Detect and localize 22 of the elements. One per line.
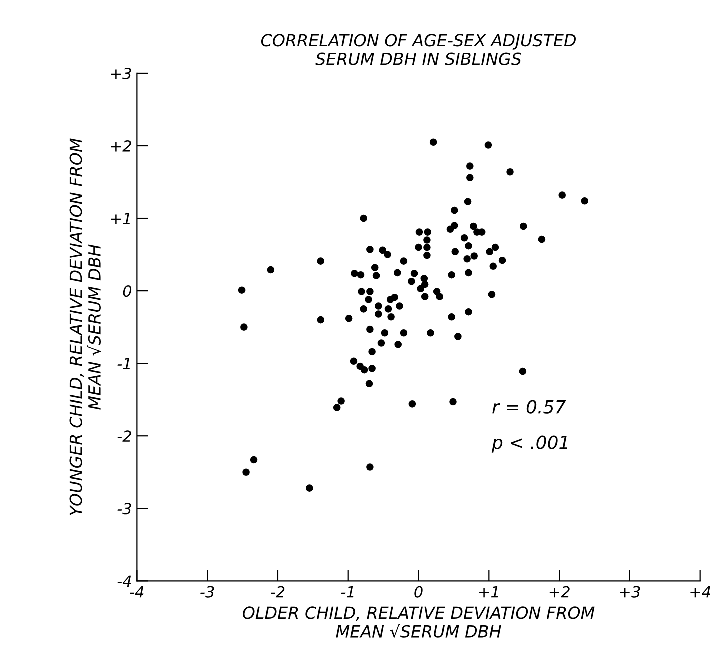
chart-title: CORRELATION OF AGE-SEX ADJUSTED SERUM DBH IN SIBLINGS — [261, 34, 576, 66]
y-tick-label: -3 — [118, 503, 132, 515]
y-tick-label: +3 — [111, 68, 132, 80]
annotation: p < .001 — [492, 436, 568, 453]
x-tick-label: -1 — [341, 586, 354, 598]
y-tick-label: -1 — [118, 358, 130, 370]
x-tick-label: +2 — [550, 586, 570, 598]
y-tick-label: 0 — [123, 286, 132, 298]
annotation: r = 0.57 — [492, 400, 566, 414]
x-tick-label: -3 — [200, 586, 214, 598]
x-tick-label: -2 — [271, 586, 285, 598]
x-tick-label: -4 — [130, 586, 144, 598]
y-axis-title: YOUNGER CHILD, RELATIVE DEVIATION FROM MEAN √SERUM DBH — [70, 138, 102, 516]
y-tick-label: +1 — [111, 213, 130, 224]
x-axis-title: OLDER CHILD, RELATIVE DEVIATION FROM MEAN √SERUM DBH — [242, 606, 595, 638]
y-tick-label: +2 — [111, 140, 132, 152]
x-tick-label: 0 — [414, 586, 423, 598]
x-tick-label: +3 — [620, 586, 640, 598]
y-tick-label: -2 — [118, 430, 132, 442]
x-tick-label: +4 — [690, 586, 711, 598]
x-tick-label: +1 — [480, 586, 498, 598]
y-tick-label: -4 — [118, 576, 132, 587]
